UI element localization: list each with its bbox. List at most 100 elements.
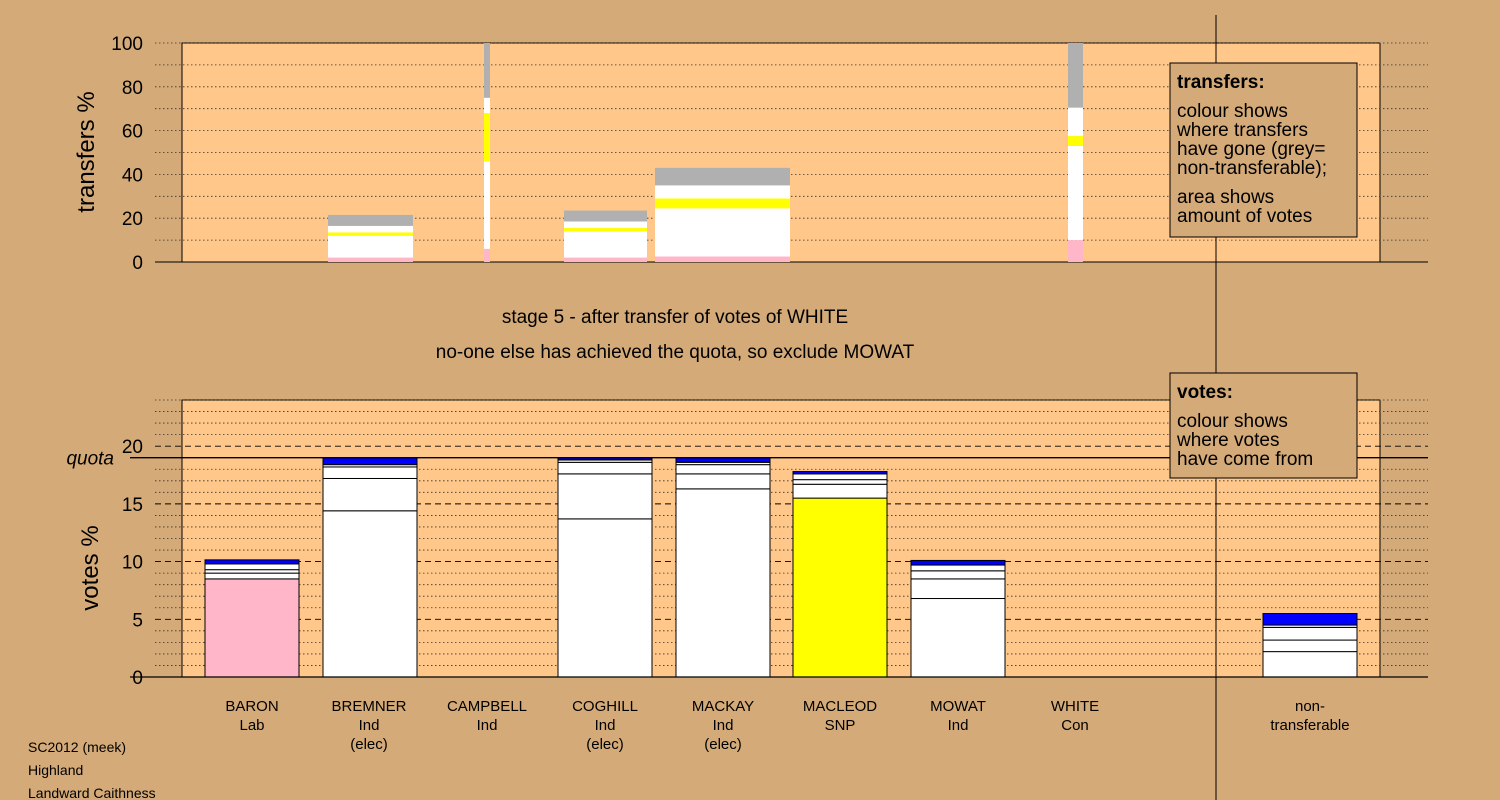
- votes-legend: votes: colour shows where votes have com…: [1169, 372, 1358, 479]
- votes-legend-line: colour shows: [1177, 411, 1288, 432]
- transfers-legend-line: amount of votes: [1177, 206, 1312, 227]
- candidate-label: CAMPBELL: [447, 698, 527, 715]
- vote-segment: [204, 559, 300, 565]
- vote-segment: [204, 569, 300, 574]
- y-tick-label: 15: [122, 495, 143, 516]
- vote-segment: [675, 488, 771, 678]
- vote-segment: [322, 477, 418, 512]
- y-tick-label: 0: [132, 668, 143, 689]
- stage-title: stage 5 - after transfer of votes of WHI…: [502, 307, 848, 328]
- candidate-label: BARON: [225, 698, 278, 715]
- transfer-segment: [655, 167, 790, 186]
- candidate-label: Ind: [948, 717, 969, 734]
- transfers-legend-line: non-transferable);: [1177, 158, 1327, 179]
- vote-segment: [792, 497, 888, 678]
- vote-segment: [204, 563, 300, 571]
- transfers-y-label: transfers %: [73, 91, 100, 212]
- transfer-segment: [1068, 107, 1083, 137]
- transfer-segment: [655, 208, 790, 257]
- y-tick-label: 80: [122, 78, 143, 99]
- candidate-label: (elec): [586, 736, 624, 753]
- candidate-labels: BARON Lab BREMNER Ind (elec) CAMPBELL Ind COGHI…: [225, 698, 1349, 753]
- nontransferable-label: transferable: [1270, 717, 1349, 734]
- votes-y-axis: 0 5 10 15 20: [122, 437, 143, 689]
- votes-y-label: votes %: [77, 525, 104, 610]
- transfer-segment: [484, 43, 490, 98]
- candidate-label: Ind: [713, 717, 734, 734]
- transfer-segment: [1068, 145, 1083, 241]
- transfer-segment: [655, 185, 790, 199]
- vote-segment: [675, 473, 771, 490]
- votes-legend-title: votes:: [1177, 382, 1233, 403]
- vote-segment: [792, 479, 888, 485]
- vote-segment: [792, 473, 888, 481]
- y-tick-label: 60: [122, 122, 143, 143]
- transfers-bars: [328, 43, 1083, 262]
- transfer-segment: [1068, 43, 1083, 108]
- vote-segment: [675, 464, 771, 475]
- vote-segment: [792, 471, 888, 475]
- transfer-segment: [484, 97, 490, 114]
- transfers-legend-line: area shows: [1177, 187, 1274, 208]
- stage-subtitle: no-one else has achieved the quota, so e…: [436, 342, 915, 363]
- y-tick-label: 5: [132, 610, 143, 631]
- transfer-segment: [655, 256, 790, 262]
- transfers-legend-line: have gone (grey=: [1177, 139, 1325, 160]
- vote-segment: [557, 461, 653, 475]
- transfer-segment: [328, 257, 413, 262]
- vote-segment: [204, 578, 300, 678]
- candidate-label: Ind: [359, 717, 380, 734]
- transfers-legend-line: where transfers: [1176, 120, 1308, 141]
- vote-segment: [322, 457, 418, 466]
- candidate-label: (elec): [704, 736, 742, 753]
- transfer-segment: [564, 257, 647, 262]
- transfer-segment: [564, 228, 647, 232]
- candidate-label: Ind: [595, 717, 616, 734]
- vote-segment: [322, 466, 418, 479]
- candidate-label: Lab: [239, 717, 264, 734]
- vote-segment: [204, 572, 300, 580]
- candidate-label: Con: [1061, 717, 1089, 734]
- transfer-segment: [564, 231, 647, 258]
- candidate-label: BREMNER: [331, 698, 406, 715]
- candidate-label: MOWAT: [930, 698, 986, 715]
- vote-segment: [910, 578, 1006, 600]
- footer-line: SC2012 (meek): [28, 739, 126, 755]
- candidate-label: Ind: [477, 717, 498, 734]
- transfer-segment: [484, 113, 490, 162]
- votes-legend-line: have come from: [1177, 449, 1313, 470]
- transfer-segment: [328, 225, 413, 233]
- y-tick-label: 10: [122, 553, 143, 574]
- vote-segment: [910, 564, 1006, 572]
- vote-segment: [557, 473, 653, 520]
- vote-segment: [322, 510, 418, 678]
- transfers-legend-title: transfers:: [1177, 72, 1265, 93]
- candidate-label: COGHILL: [572, 698, 638, 715]
- vote-segment: [1262, 639, 1358, 653]
- transfer-segment: [328, 232, 413, 236]
- transfers-legend-line: colour shows: [1177, 101, 1288, 122]
- candidate-label: MACKAY: [692, 698, 754, 715]
- vote-segment: [1262, 613, 1358, 626]
- transfer-segment: [328, 235, 413, 258]
- candidate-label: MACLEOD: [803, 698, 877, 715]
- y-tick-label: 20: [122, 437, 143, 458]
- votes-bars: [204, 457, 1358, 678]
- vote-segment: [792, 483, 888, 499]
- y-tick-label: 0: [132, 253, 143, 274]
- candidate-label: WHITE: [1051, 698, 1099, 715]
- votes-legend-line: where votes: [1176, 430, 1279, 451]
- footer-line: Highland: [28, 762, 83, 778]
- transfer-segment: [1068, 240, 1083, 262]
- vote-segment: [910, 559, 1006, 566]
- nontransferable-label: non-: [1295, 698, 1325, 715]
- vote-segment: [557, 518, 653, 678]
- transfers-y-axis: 0 20 40 60 80 100: [111, 34, 143, 274]
- candidate-label: (elec): [350, 736, 388, 753]
- transfer-segment: [484, 161, 490, 249]
- vote-segment: [910, 598, 1006, 678]
- y-tick-label: 20: [122, 209, 143, 230]
- transfer-segment: [564, 210, 647, 222]
- vote-segment: [1262, 651, 1358, 678]
